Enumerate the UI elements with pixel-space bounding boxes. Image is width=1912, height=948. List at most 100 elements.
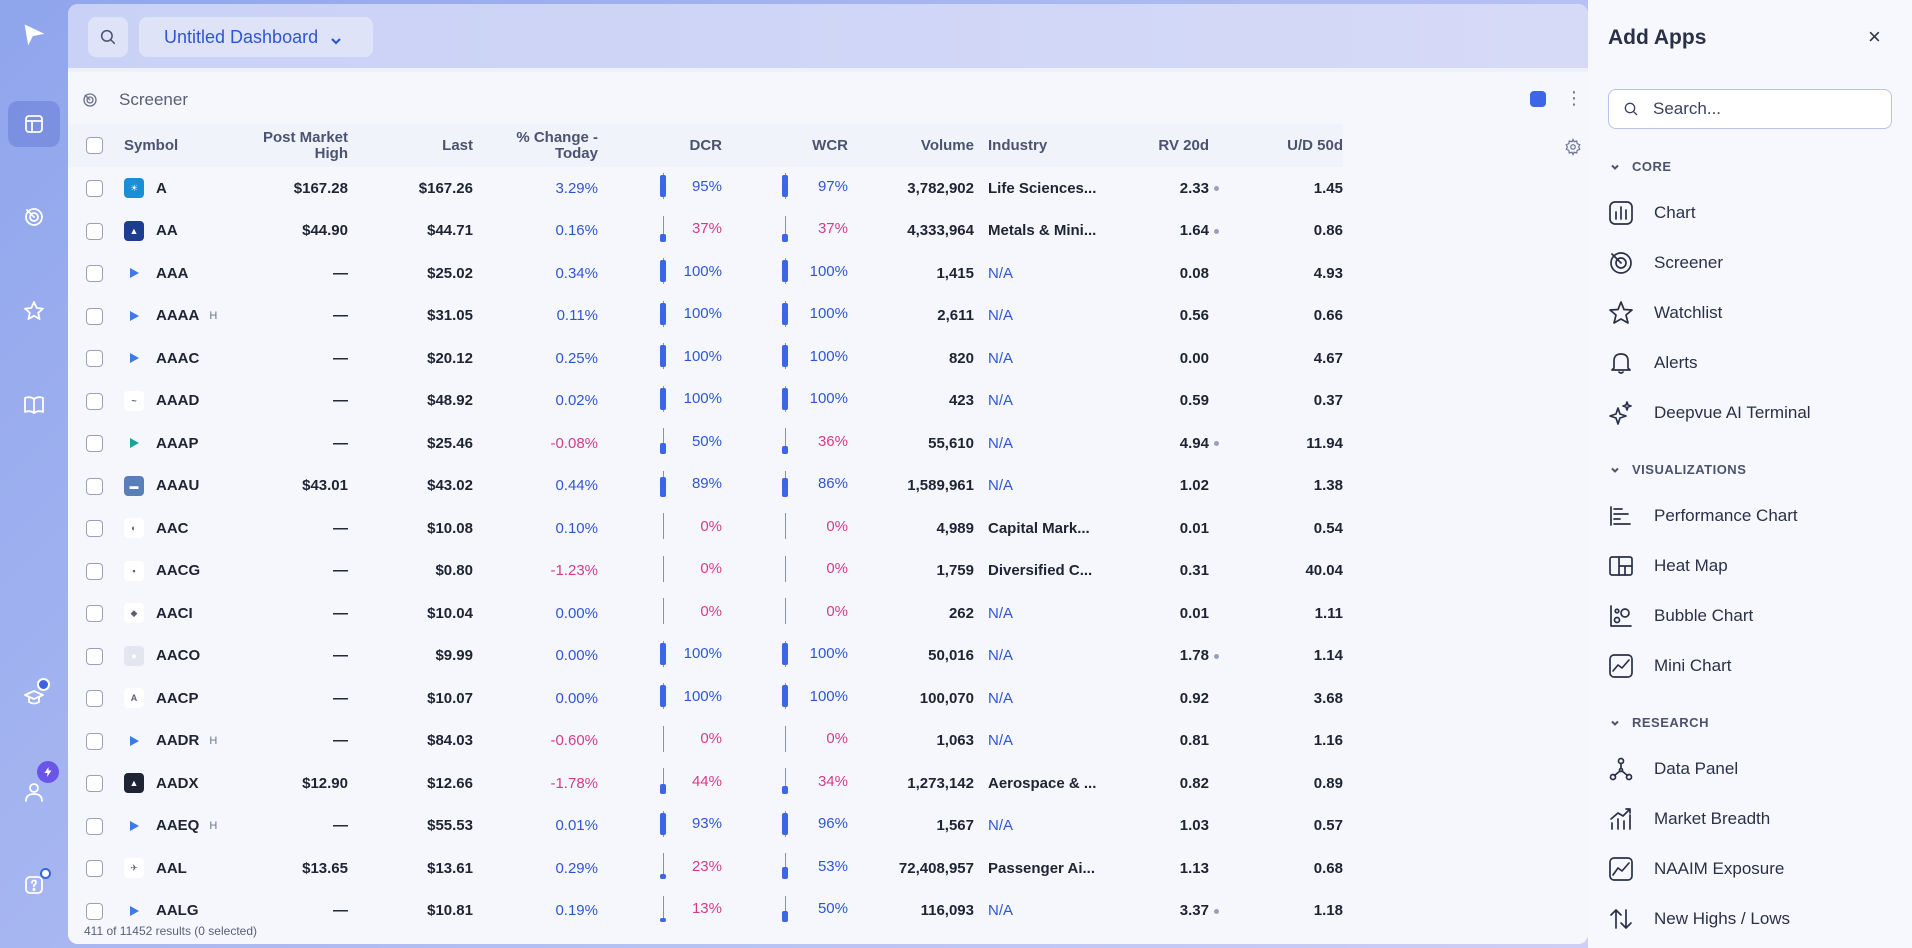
app-chart[interactable]: Chart bbox=[1608, 200, 1696, 226]
symbol-cell[interactable]: ● AACO bbox=[124, 635, 224, 678]
app-screener[interactable]: Screener bbox=[1608, 250, 1723, 276]
symbol-cell[interactable]: ▲ AADX bbox=[124, 762, 224, 805]
table-row[interactable]: ◆ AACI — $10.04 0.00% 0% 0% 262 N/A 0.01 1.11 bbox=[68, 592, 1343, 635]
table-row[interactable]: A AACP — $10.07 0.00% 100% 100% 100,070 N/A 0.92 3… bbox=[68, 677, 1343, 720]
app-watchlist[interactable]: Watchlist bbox=[1608, 300, 1722, 326]
table-row[interactable]: ▪ AACG — $0.80 -1.23% 0% 0% 1,759 Diversified C.… bbox=[68, 550, 1343, 593]
row-checkbox[interactable] bbox=[68, 720, 124, 763]
select-all-checkbox[interactable] bbox=[68, 124, 124, 167]
row-checkbox[interactable] bbox=[68, 295, 124, 338]
row-checkbox[interactable] bbox=[68, 422, 124, 465]
symbol-cell[interactable]: AAA bbox=[124, 252, 224, 295]
industry-cell[interactable]: N/A bbox=[988, 264, 1014, 282]
symbol-cell[interactable]: AADR H bbox=[124, 720, 224, 763]
app-bubble-chart[interactable]: Bubble Chart bbox=[1608, 603, 1753, 629]
table-row[interactable]: AAEQ H — $55.53 0.01% 93% 96% 1,567 N/A 1.03 0.57 bbox=[68, 805, 1343, 848]
widget-menu-icon[interactable]: ⋮ bbox=[1565, 88, 1583, 108]
table-row[interactable]: ▬ AAAU $43.01 $43.02 0.44% 89% 86% 1,589,961 N/A… bbox=[68, 465, 1343, 508]
table-row[interactable]: ✈ AAL $13.65 $13.61 0.29% 23% 53% 72,408,957 Pas… bbox=[68, 847, 1343, 890]
table-row[interactable]: AADR H — $84.03 -0.60% 0% 0% 1,063 N/A 0.81 1.16 bbox=[68, 720, 1343, 763]
row-checkbox[interactable] bbox=[68, 210, 124, 253]
app-market-breadth[interactable]: Market Breadth bbox=[1608, 806, 1770, 832]
symbol-cell[interactable]: ☀ A bbox=[124, 167, 224, 210]
table-row[interactable]: ▲ AADX $12.90 $12.66 -1.78% 44% 34% 1,273,142 Ae… bbox=[68, 762, 1343, 805]
industry-cell[interactable]: N/A bbox=[988, 689, 1014, 707]
watchlist-nav-icon[interactable] bbox=[8, 288, 60, 334]
account-icon[interactable] bbox=[8, 761, 60, 815]
col-rv20d[interactable]: RV 20d bbox=[1158, 137, 1209, 154]
apps-search-input[interactable] bbox=[1653, 99, 1873, 119]
col-post-market-high[interactable]: Post Market High bbox=[262, 128, 348, 162]
app-alerts[interactable]: Alerts bbox=[1608, 350, 1697, 376]
symbol-cell[interactable]: ◆ AACI bbox=[124, 592, 224, 635]
book-icon[interactable] bbox=[8, 382, 60, 428]
symbol-cell[interactable]: ◐ AAC bbox=[124, 507, 224, 550]
col-volume[interactable]: Volume bbox=[920, 137, 974, 154]
row-checkbox[interactable] bbox=[68, 507, 124, 550]
row-checkbox[interactable] bbox=[68, 677, 124, 720]
symbol-cell[interactable]: ~ AAAD bbox=[124, 380, 224, 423]
col-dcr[interactable]: DCR bbox=[689, 137, 723, 154]
row-checkbox[interactable] bbox=[68, 762, 124, 805]
table-row[interactable]: AAAP — $25.46 -0.08% 50% 36% 55,610 N/A 4.94 11.9… bbox=[68, 422, 1343, 465]
col-last[interactable]: Last bbox=[442, 137, 473, 154]
symbol-cell[interactable]: AAAC bbox=[124, 337, 224, 380]
table-row[interactable]: ▲ AA $44.90 $44.71 0.16% 37% 37% 4,333,964 Metal… bbox=[68, 210, 1343, 253]
row-checkbox[interactable] bbox=[68, 890, 124, 933]
industry-cell[interactable]: N/A bbox=[988, 349, 1014, 367]
row-checkbox[interactable] bbox=[68, 805, 124, 848]
col-industry[interactable]: Industry bbox=[988, 137, 1048, 154]
row-checkbox[interactable] bbox=[68, 847, 124, 890]
row-checkbox[interactable] bbox=[68, 465, 124, 508]
industry-cell[interactable]: N/A bbox=[988, 647, 1014, 665]
widget-color-chip[interactable] bbox=[1530, 91, 1546, 107]
row-checkbox[interactable] bbox=[68, 380, 124, 423]
table-row[interactable]: ● AACO — $9.99 0.00% 100% 100% 50,016 N/A 1.78 1.1… bbox=[68, 635, 1343, 678]
industry-cell[interactable]: N/A bbox=[988, 604, 1014, 622]
table-row[interactable]: ☀ A $167.28 $167.26 3.29% 95% 97% 3,782,902 Life… bbox=[68, 167, 1343, 210]
apps-search-field[interactable] bbox=[1608, 89, 1892, 129]
section-core[interactable]: CORE bbox=[1610, 159, 1672, 174]
industry-cell[interactable]: N/A bbox=[988, 392, 1014, 410]
row-checkbox[interactable] bbox=[68, 550, 124, 593]
app-performance-chart[interactable]: Performance Chart bbox=[1608, 503, 1798, 529]
table-row[interactable]: AALG — $10.81 0.19% 13% 50% 116,093 N/A 3.37 1.18 bbox=[68, 890, 1343, 933]
row-checkbox[interactable] bbox=[68, 635, 124, 678]
industry-cell[interactable]: Aerospace & ... bbox=[988, 774, 1097, 792]
app-naaim-exposure[interactable]: NAAIM Exposure bbox=[1608, 856, 1784, 882]
symbol-cell[interactable]: ✈ AAL bbox=[124, 847, 224, 890]
industry-cell[interactable]: Capital Mark... bbox=[988, 519, 1090, 537]
symbol-cell[interactable]: ▪ AACG bbox=[124, 550, 224, 593]
industry-cell[interactable]: Diversified C... bbox=[988, 562, 1093, 580]
col-change-today[interactable]: % Change - Today bbox=[516, 128, 598, 162]
col-wcr[interactable]: WCR bbox=[812, 137, 848, 154]
table-row[interactable]: ~ AAAD — $48.92 0.02% 100% 100% 423 N/A 0.59 0.37 bbox=[68, 380, 1343, 423]
app-ai-terminal[interactable]: Deepvue AI Terminal bbox=[1608, 400, 1811, 426]
table-row[interactable]: AAAA H — $31.05 0.11% 100% 100% 2,611 N/A 0.56 0.6… bbox=[68, 295, 1343, 338]
industry-cell[interactable]: N/A bbox=[988, 434, 1014, 452]
symbol-cell[interactable]: AAAA H bbox=[124, 295, 224, 338]
section-research[interactable]: RESEARCH bbox=[1610, 715, 1709, 730]
deepvue-logo-icon[interactable] bbox=[8, 12, 60, 58]
app-heat-map[interactable]: Heat Map bbox=[1608, 553, 1728, 579]
section-visualizations[interactable]: VISUALIZATIONS bbox=[1610, 462, 1746, 477]
industry-cell[interactable]: Life Sciences... bbox=[988, 179, 1097, 197]
screener-nav-icon[interactable] bbox=[8, 194, 60, 240]
industry-cell[interactable]: N/A bbox=[988, 732, 1014, 750]
col-ud50d[interactable]: U/D 50d bbox=[1287, 137, 1343, 154]
industry-cell[interactable]: N/A bbox=[988, 477, 1014, 495]
symbol-cell[interactable]: AAEQ H bbox=[124, 805, 224, 848]
col-symbol[interactable]: Symbol bbox=[124, 137, 179, 154]
dashboards-icon[interactable] bbox=[8, 101, 60, 147]
industry-cell[interactable]: Passenger Ai... bbox=[988, 859, 1095, 877]
close-icon[interactable]: × bbox=[1868, 24, 1881, 49]
symbol-cell[interactable]: AAAP bbox=[124, 422, 224, 465]
row-checkbox[interactable] bbox=[68, 337, 124, 380]
industry-cell[interactable]: N/A bbox=[988, 817, 1014, 835]
column-settings-icon[interactable] bbox=[1564, 138, 1582, 156]
education-icon[interactable] bbox=[8, 675, 60, 721]
app-new-highs-lows[interactable]: New Highs / Lows bbox=[1608, 906, 1790, 932]
industry-cell[interactable]: N/A bbox=[988, 307, 1014, 325]
symbol-cell[interactable]: A AACP bbox=[124, 677, 224, 720]
help-icon[interactable] bbox=[8, 862, 60, 908]
